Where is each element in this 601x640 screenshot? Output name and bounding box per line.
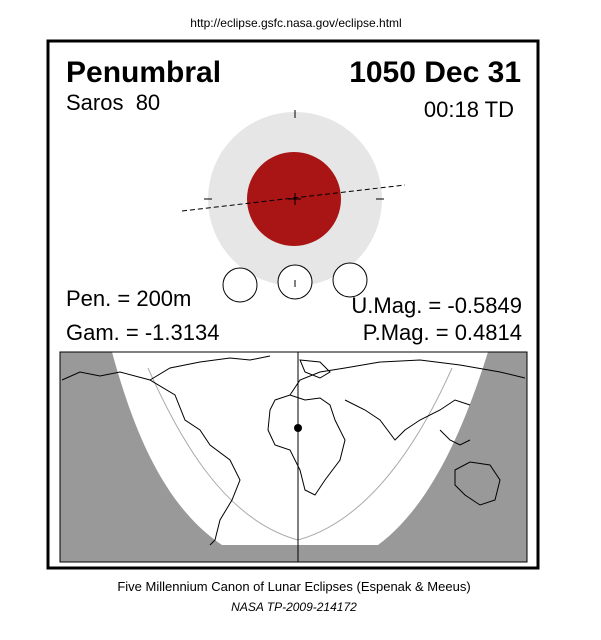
umbral-magnitude: U.Mag. = -0.5849 xyxy=(351,293,522,318)
map-border xyxy=(59,351,528,563)
coastlines xyxy=(61,355,526,546)
penumbral-magnitude: P.Mag. = 0.4814 xyxy=(363,320,522,345)
pen-duration: Pen. = 200m xyxy=(66,286,191,311)
time: 00:18 TD xyxy=(424,97,514,122)
eclipse-date: 1050 Dec 31 xyxy=(349,56,521,89)
eclipse-type: Penumbral xyxy=(66,56,221,89)
visibility-map xyxy=(59,351,528,563)
footer-credit: Five Millennium Canon of Lunar Eclipses … xyxy=(117,579,470,594)
url: http://eclipse.gsfc.nasa.gov/eclipse.htm… xyxy=(190,16,401,30)
visible-region xyxy=(112,352,488,545)
ecliptic xyxy=(181,184,406,212)
moon-contact xyxy=(222,267,258,303)
sub-lunar-point xyxy=(294,424,302,432)
moon-contact xyxy=(332,262,368,298)
footer-publication: NASA TP-2009-214172 xyxy=(231,600,357,614)
saros: Saros 80 xyxy=(66,90,160,115)
gamma: Gam. = -1.3134 xyxy=(66,320,219,345)
